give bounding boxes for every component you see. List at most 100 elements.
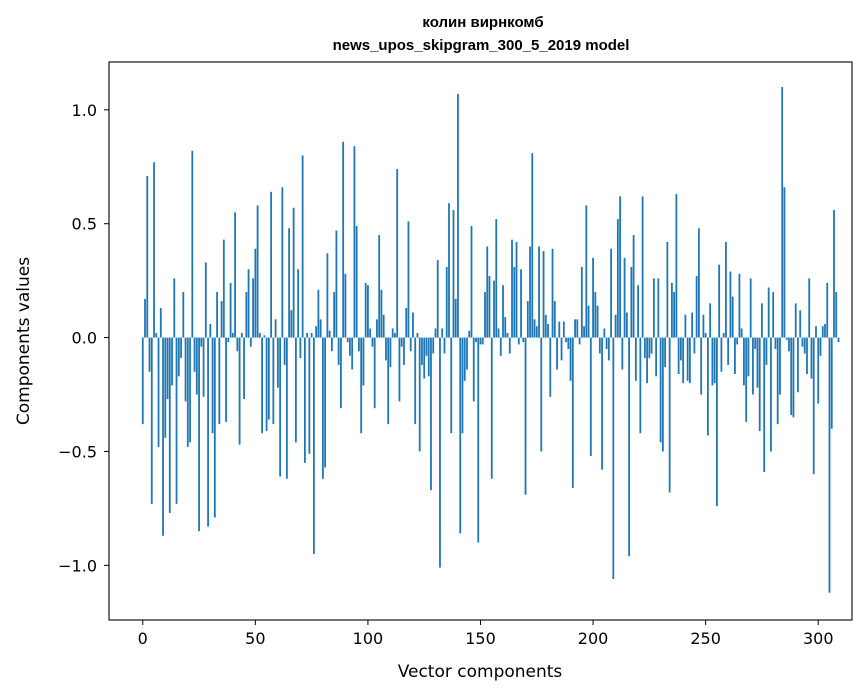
bar [731,296,734,338]
bar [763,337,766,472]
bar [367,285,369,338]
bar [677,337,680,375]
bar [279,337,282,477]
bar [146,175,149,338]
bar [258,333,261,338]
bar [646,337,649,384]
bar [452,210,455,338]
bar [342,141,345,338]
bar [716,337,718,507]
bar [216,292,218,338]
bar [481,337,484,345]
bar [412,312,414,338]
bar [580,266,583,338]
bar [472,337,475,402]
bar [549,337,552,397]
bar [756,337,759,388]
bar [209,323,212,338]
bar [565,337,567,343]
bar [673,292,676,338]
bar [297,269,300,338]
bar [806,337,808,375]
bar [186,337,189,447]
bar [830,337,833,429]
bar [344,273,347,338]
bar [779,337,781,395]
x-tick-label: 200 [578,629,609,648]
bar [317,289,320,338]
bar [616,219,619,338]
bar [497,328,500,338]
plot-area [108,61,853,621]
bar [249,337,252,347]
bar [155,333,158,338]
bar [722,333,725,338]
bar [812,337,815,475]
bar [652,278,655,338]
bar [560,337,563,361]
bar [531,153,534,338]
bar [288,228,291,338]
bar [321,337,324,479]
bar [389,337,392,368]
bar [833,210,835,338]
bar [157,337,160,447]
bar [711,337,714,386]
bar [758,337,761,431]
bar [281,187,284,338]
bar [583,326,585,338]
bar [328,330,331,338]
bar [159,307,162,338]
bar [799,310,802,338]
bar [306,333,309,338]
bar [594,292,597,338]
bar [490,337,493,479]
bar [794,303,797,338]
bar [272,337,275,425]
bar [567,337,570,349]
bar [540,337,543,452]
bar [535,326,538,338]
bar [713,337,716,384]
bar [783,187,786,338]
bar [270,191,273,338]
bar [448,203,450,338]
bar [434,328,437,338]
bar [256,205,259,338]
x-axis-ticks: 0 50 100 150 200 250 300 [138,620,834,648]
bar [409,337,412,352]
bar [243,337,245,400]
y-tick-label: 0.5 [72,215,97,234]
bar [691,312,694,338]
bar [533,319,536,338]
bar [466,337,468,370]
bar [621,337,624,370]
bar [400,337,403,347]
bar [670,282,673,338]
bar [619,196,621,338]
bar [355,225,358,338]
bar [335,230,338,338]
bar [265,337,268,431]
bar [432,337,435,354]
bar [414,337,417,425]
bar [229,282,232,338]
bar [686,337,689,381]
bar [499,337,502,356]
bar [177,337,180,377]
bar [520,269,522,338]
bar [468,330,471,338]
bar [175,337,178,504]
bar [736,337,739,345]
bar [396,169,399,338]
bar [430,337,432,491]
bar [301,155,304,338]
bar [423,337,426,379]
bar [675,194,678,338]
bar [679,337,682,361]
bar [661,337,664,452]
x-tick-label: 100 [353,629,384,648]
bar [360,337,363,434]
y-axis-label: Components values [14,257,34,425]
bar [403,337,405,365]
